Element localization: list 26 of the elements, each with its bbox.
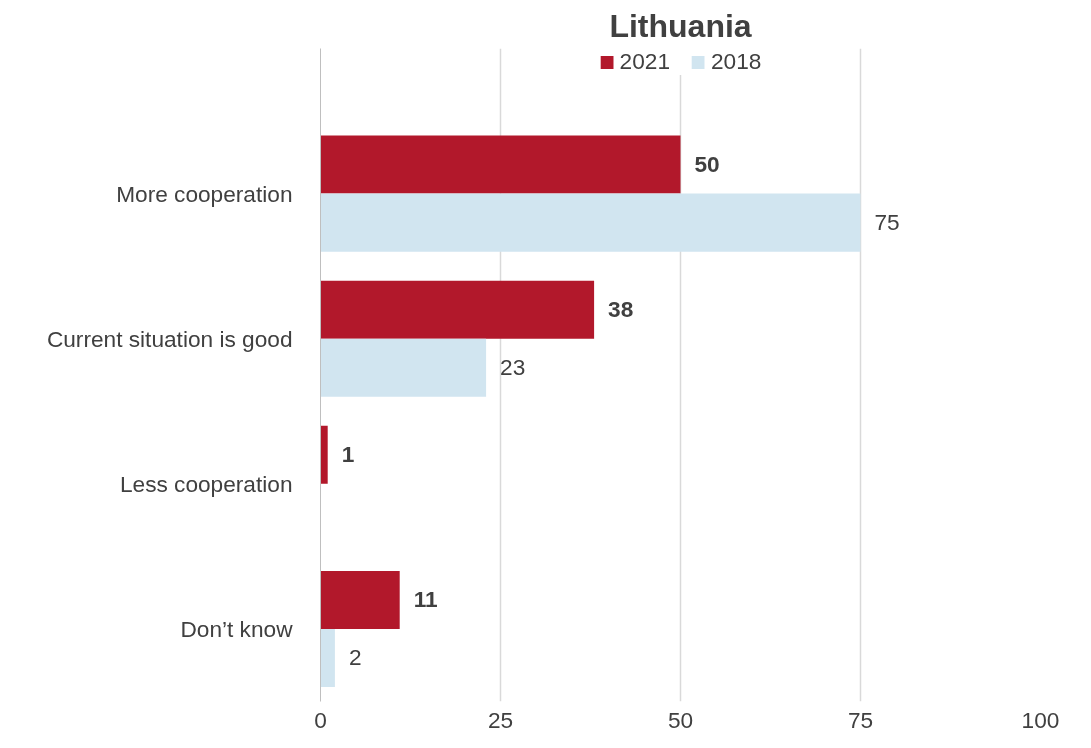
data-label: 38: [608, 296, 634, 323]
bar: [320, 135, 681, 194]
chart-title: Lithuania: [609, 7, 752, 44]
x-tick-label: 0: [314, 706, 327, 733]
bar: [320, 570, 400, 629]
y-tick-label: Don’t know: [180, 615, 294, 642]
data-label: 1: [341, 441, 355, 468]
legend-label: 2021: [619, 48, 670, 75]
data-label: 50: [694, 151, 720, 178]
bar: [320, 425, 328, 484]
bar: [320, 338, 487, 397]
y-tick-label: Less cooperation: [119, 470, 293, 497]
data-label: 2: [348, 644, 362, 671]
data-label: 11: [413, 586, 438, 613]
y-tick-label: More cooperation: [116, 180, 293, 207]
x-tick-label: 75: [847, 706, 874, 733]
x-tick-label: 25: [487, 706, 514, 733]
bar: [320, 280, 595, 339]
legend-label: 2018: [711, 48, 762, 75]
bar: [320, 628, 335, 687]
x-tick-label: 100: [1021, 706, 1060, 733]
bar: [320, 193, 861, 252]
data-label: 75: [874, 209, 900, 236]
y-tick-label: Current situation is good: [46, 325, 293, 352]
data-label: 23: [500, 354, 526, 381]
x-tick-label: 50: [667, 706, 694, 733]
